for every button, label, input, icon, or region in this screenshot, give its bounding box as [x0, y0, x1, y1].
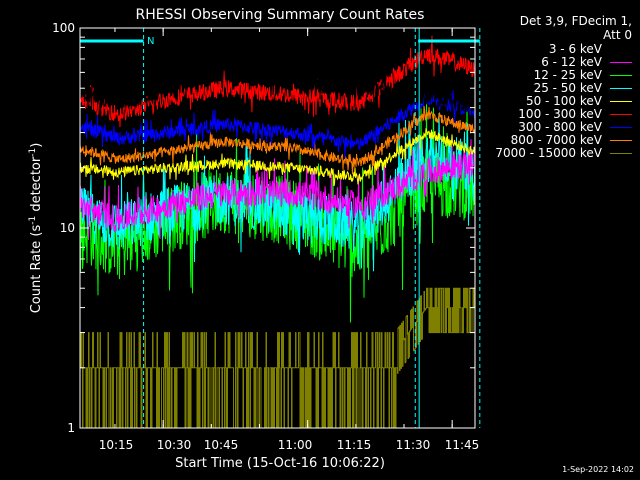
series-50-100-kev: [79, 128, 476, 187]
legend-header-line-2: Att 0: [603, 28, 632, 42]
x-tick-label-1130: 11:30: [396, 438, 431, 452]
series-line: [79, 128, 476, 187]
legend-label: 300 - 800 keV: [518, 120, 602, 134]
legend-label: 3 - 6 keV: [548, 42, 602, 56]
series-line: [79, 51, 476, 121]
y-axis-label: Count Rate (s-1 detector-1): [28, 143, 44, 314]
series-300-800-kev: [79, 90, 476, 159]
series-3-6-kev: [79, 51, 476, 121]
legend-label: 7000 - 15000 keV: [495, 146, 602, 160]
axis-ticks: [80, 27, 475, 429]
x-tick-label-1100: 11:00: [278, 438, 313, 452]
generation-timestamp: 1-Sep-2022 14:02: [562, 465, 634, 474]
legend-item-800-7000kev: 800 - 7000 keV: [510, 133, 632, 147]
legend-label: 800 - 7000 keV: [510, 133, 602, 147]
legend-item-100-300kev: 100 - 300 keV: [518, 107, 632, 121]
y-tick-label-10: 10: [60, 221, 75, 235]
legend-label: 50 - 100 keV: [525, 94, 602, 108]
legend-label: 6 - 12 keV: [541, 55, 602, 69]
x-tick-label-1045: 10:45: [204, 438, 239, 452]
legend-item-7000-15000kev: 7000 - 15000 keV: [495, 146, 632, 160]
legend-swatch: [610, 152, 632, 154]
x-tick-label-1015: 10:15: [99, 438, 134, 452]
legend-item-6-12kev: 6 - 12 keV: [541, 55, 632, 69]
legend-swatch: [610, 126, 632, 128]
legend-swatch: [610, 87, 632, 89]
series-line: [79, 105, 476, 175]
series-line: [79, 90, 476, 159]
series-layer: [79, 35, 476, 429]
legend-item-12-25kev: 12 - 25 keV: [533, 68, 632, 82]
y-tick-label-1: 1: [67, 421, 75, 435]
legend-header-line-1: Det 3,9, FDecim 1,: [519, 14, 632, 28]
legend-swatch: [610, 100, 632, 102]
legend-item-25-50kev: 25 - 50 keV: [533, 81, 632, 95]
chart-title: RHESSI Observing Summary Count Rates: [136, 7, 425, 23]
series-6-12-kev: [79, 139, 476, 240]
legend-item-50-100kev: 50 - 100 keV: [525, 94, 632, 108]
y-tick-label-100: 100: [52, 21, 75, 35]
legend-item-3-6kev: 3 - 6 keV: [548, 42, 632, 56]
legend-swatch: [610, 74, 632, 76]
series-line: [79, 139, 476, 240]
legend-swatch: [610, 139, 632, 141]
x-tick-label-1030: 10:30: [157, 438, 192, 452]
legend-label: 100 - 300 keV: [518, 107, 602, 121]
legend-label: 25 - 50 keV: [533, 81, 602, 95]
x-axis-label: Start Time (15-Oct-16 10:06:22): [175, 456, 385, 471]
series-800-7000-kev: [79, 105, 476, 175]
legend-swatch: [610, 48, 632, 50]
x-tick-label-1115: 11:15: [337, 438, 372, 452]
legend-swatch: [610, 113, 632, 115]
legend-item-300-800kev: 300 - 800 keV: [518, 120, 632, 134]
legend-swatch: [610, 61, 632, 63]
annotation-night-n: N: [147, 36, 154, 47]
x-tick-label-1145: 11:45: [445, 438, 480, 452]
legend-label: 12 - 25 keV: [533, 68, 602, 82]
